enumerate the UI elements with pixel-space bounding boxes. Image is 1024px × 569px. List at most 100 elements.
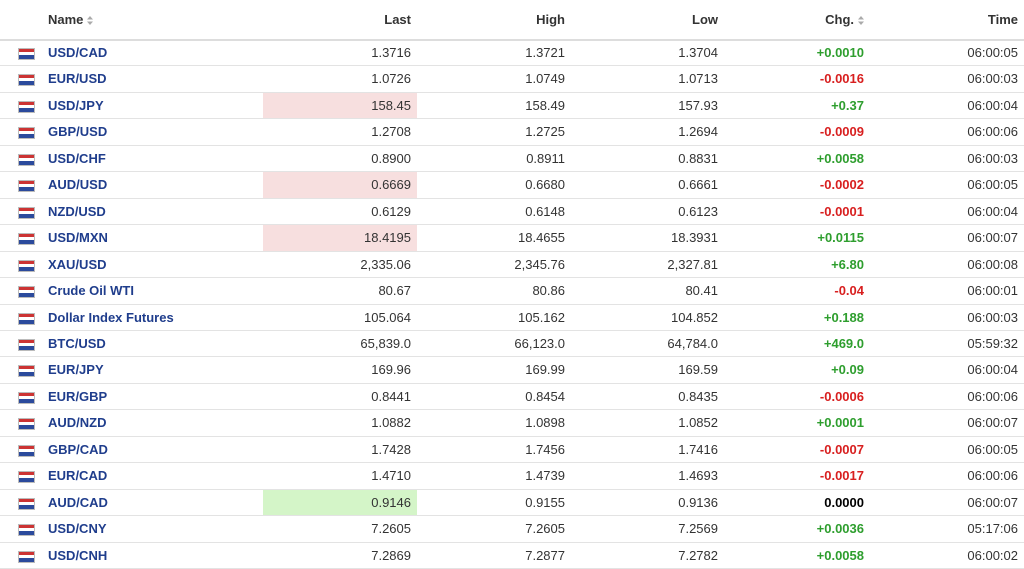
instrument-link[interactable]: BTC/USD	[48, 335, 106, 351]
cell-value: 06:00:03	[967, 71, 1018, 87]
cell-value: 06:00:05	[967, 441, 1018, 457]
column-header[interactable]: Chg.	[825, 0, 864, 40]
cell-value: 1.3721	[525, 45, 565, 60]
cell-value: 06:00:06	[967, 388, 1018, 404]
flag-icon	[18, 444, 35, 457]
cell-value: 06:00:05	[967, 177, 1018, 193]
cell-value: 1.3704	[678, 45, 718, 60]
header-line	[0, 39, 1024, 41]
cell-value: 18.3931	[671, 230, 718, 246]
cell-value: +0.188	[823, 309, 864, 325]
cell-value: 1.7416	[678, 441, 718, 457]
cell-value: +0.0001	[816, 415, 864, 431]
cell-value: 7.2569	[678, 521, 718, 537]
flag-icon	[18, 524, 35, 537]
cell-value: -0.0009	[819, 124, 864, 140]
cell-value: 0.6129	[371, 203, 411, 219]
flag-icon	[18, 206, 35, 219]
flag-icon	[18, 180, 35, 193]
cell-value: +0.09	[831, 362, 864, 378]
cell-value: 06:00:04	[967, 97, 1018, 113]
cell-value: 05:17:06	[967, 521, 1018, 537]
instrument-link[interactable]: XAU/USD	[48, 256, 107, 272]
cell-value: 0.6661	[678, 177, 718, 193]
cell-value: 1.0713	[678, 71, 718, 87]
instrument-link[interactable]: EUR/CAD	[48, 468, 108, 484]
instrument-link[interactable]: GBP/USD	[48, 124, 108, 140]
cell-value: +0.0036	[816, 521, 864, 537]
instrument-link[interactable]: EUR/GBP	[48, 388, 108, 404]
cell-value: 169.99	[525, 362, 565, 378]
sort-icon[interactable]	[87, 16, 94, 26]
instrument-link[interactable]: AUD/CAD	[48, 494, 108, 510]
cell-value: 1.2725	[525, 124, 565, 140]
cell-value: 158.49	[525, 97, 565, 113]
cell-value: 06:00:05	[967, 45, 1018, 60]
cell-value: 0.6680	[525, 177, 565, 193]
cell-value: 66,123.0	[514, 335, 565, 351]
cell-value: 80.41	[685, 283, 718, 299]
row-line	[0, 91, 1024, 93]
flag-icon	[18, 127, 35, 140]
instrument-link[interactable]: Crude Oil WTI	[48, 283, 134, 299]
cell-value: 2,327.81	[667, 256, 718, 272]
flag-icon	[18, 418, 35, 431]
instrument-link[interactable]: USD/CAD	[48, 45, 108, 60]
flag-icon	[18, 471, 35, 484]
flag-icon	[18, 153, 35, 166]
cell-value: +0.0010	[816, 45, 864, 60]
cell-value: 06:00:07	[967, 230, 1018, 246]
instrument-link[interactable]: AUD/NZD	[48, 415, 107, 431]
cell-value: 06:00:03	[967, 309, 1018, 325]
cell-value: +6.80	[831, 256, 864, 272]
cell-highlight	[263, 489, 417, 516]
cell-value: 1.0726	[371, 71, 411, 87]
row-line	[0, 197, 1024, 199]
cell-highlight	[263, 92, 417, 119]
cell-value: 0.6148	[525, 203, 565, 219]
instrument-link[interactable]: EUR/USD	[48, 71, 107, 87]
cell-value: -0.0002	[819, 177, 864, 193]
instrument-link[interactable]: Dollar Index Futures	[48, 309, 174, 325]
instrument-link[interactable]: AUD/USD	[48, 177, 108, 193]
cell-value: 169.59	[678, 362, 718, 378]
cell-value: 06:00:01	[967, 283, 1018, 299]
column-header[interactable]: Name	[48, 0, 94, 40]
cell-value: 80.67	[378, 283, 411, 299]
instrument-link[interactable]: USD/CNY	[48, 521, 107, 537]
instrument-link[interactable]: USD/MXN	[48, 230, 108, 246]
cell-value: 06:00:04	[967, 362, 1018, 378]
cell-value: 0.8831	[678, 150, 718, 166]
instrument-link[interactable]: USD/CNH	[48, 547, 108, 563]
flag-icon	[18, 286, 35, 299]
cell-value: 0.8441	[371, 388, 411, 404]
cell-value: 06:00:04	[967, 203, 1018, 219]
instrument-link[interactable]: EUR/JPY	[48, 362, 104, 378]
cell-value: 169.96	[371, 362, 411, 378]
cell-value: 06:00:02	[967, 547, 1018, 563]
flag-icon	[18, 259, 35, 272]
cell-value: 0.8435	[678, 388, 718, 404]
instrument-link[interactable]: USD/JPY	[48, 97, 104, 113]
row-line	[0, 224, 1024, 226]
row-line	[0, 144, 1024, 146]
sort-icon[interactable]	[858, 16, 864, 26]
instrument-link[interactable]: NZD/USD	[48, 203, 106, 219]
cell-value: 1.4739	[525, 468, 565, 484]
cell-value: 2,345.76	[514, 256, 565, 272]
cell-value: 105.064	[364, 309, 411, 325]
cell-value: -0.0016	[819, 71, 864, 87]
cell-value: +0.0058	[816, 547, 864, 563]
row-line	[0, 382, 1024, 384]
row-line	[0, 435, 1024, 437]
cell-value: 0.9155	[525, 494, 565, 510]
cell-value: 80.86	[532, 283, 565, 299]
column-header: Low	[692, 12, 718, 27]
cell-value: 1.2708	[371, 124, 411, 140]
cell-value: 0.6669	[371, 177, 411, 193]
row-line	[0, 65, 1024, 67]
instrument-link[interactable]: USD/CHF	[48, 150, 106, 166]
instrument-link[interactable]: GBP/CAD	[48, 441, 108, 457]
row-line	[0, 462, 1024, 464]
